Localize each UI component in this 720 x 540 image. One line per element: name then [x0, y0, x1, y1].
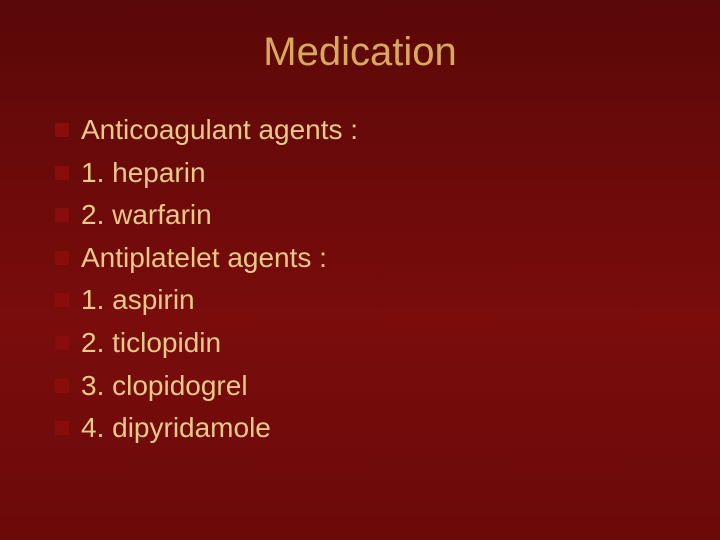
square-bullet-icon: [55, 336, 69, 350]
list-item-text: 1. aspirin: [81, 280, 680, 321]
list-item: Anticoagulant agents :: [55, 110, 680, 151]
list-item-text: Antiplatelet agents :: [81, 238, 680, 279]
slide-container: Medication Anticoagulant agents : 1. hep…: [0, 0, 720, 540]
list-item: 1. heparin: [55, 153, 680, 194]
list-item-text: 1. heparin: [81, 153, 680, 194]
square-bullet-icon: [55, 293, 69, 307]
square-bullet-icon: [55, 166, 69, 180]
list-item-text: Anticoagulant agents :: [81, 110, 680, 151]
list-item-text: 2. ticlopidin: [81, 323, 680, 364]
list-item: 4. dipyridamole: [55, 408, 680, 449]
square-bullet-icon: [55, 123, 69, 137]
list-item-text: 2. warfarin: [81, 195, 680, 236]
list-item: 1. aspirin: [55, 280, 680, 321]
list-item: 2. ticlopidin: [55, 323, 680, 364]
square-bullet-icon: [55, 251, 69, 265]
list-item-text: 3. clopidogrel: [81, 366, 680, 407]
square-bullet-icon: [55, 421, 69, 435]
square-bullet-icon: [55, 379, 69, 393]
list-item: 2. warfarin: [55, 195, 680, 236]
list-item: Antiplatelet agents :: [55, 238, 680, 279]
list-item-text: 4. dipyridamole: [81, 408, 680, 449]
bullet-list: Anticoagulant agents : 1. heparin 2. war…: [55, 110, 680, 449]
slide-title: Medication: [40, 30, 680, 75]
square-bullet-icon: [55, 208, 69, 222]
list-item: 3. clopidogrel: [55, 366, 680, 407]
